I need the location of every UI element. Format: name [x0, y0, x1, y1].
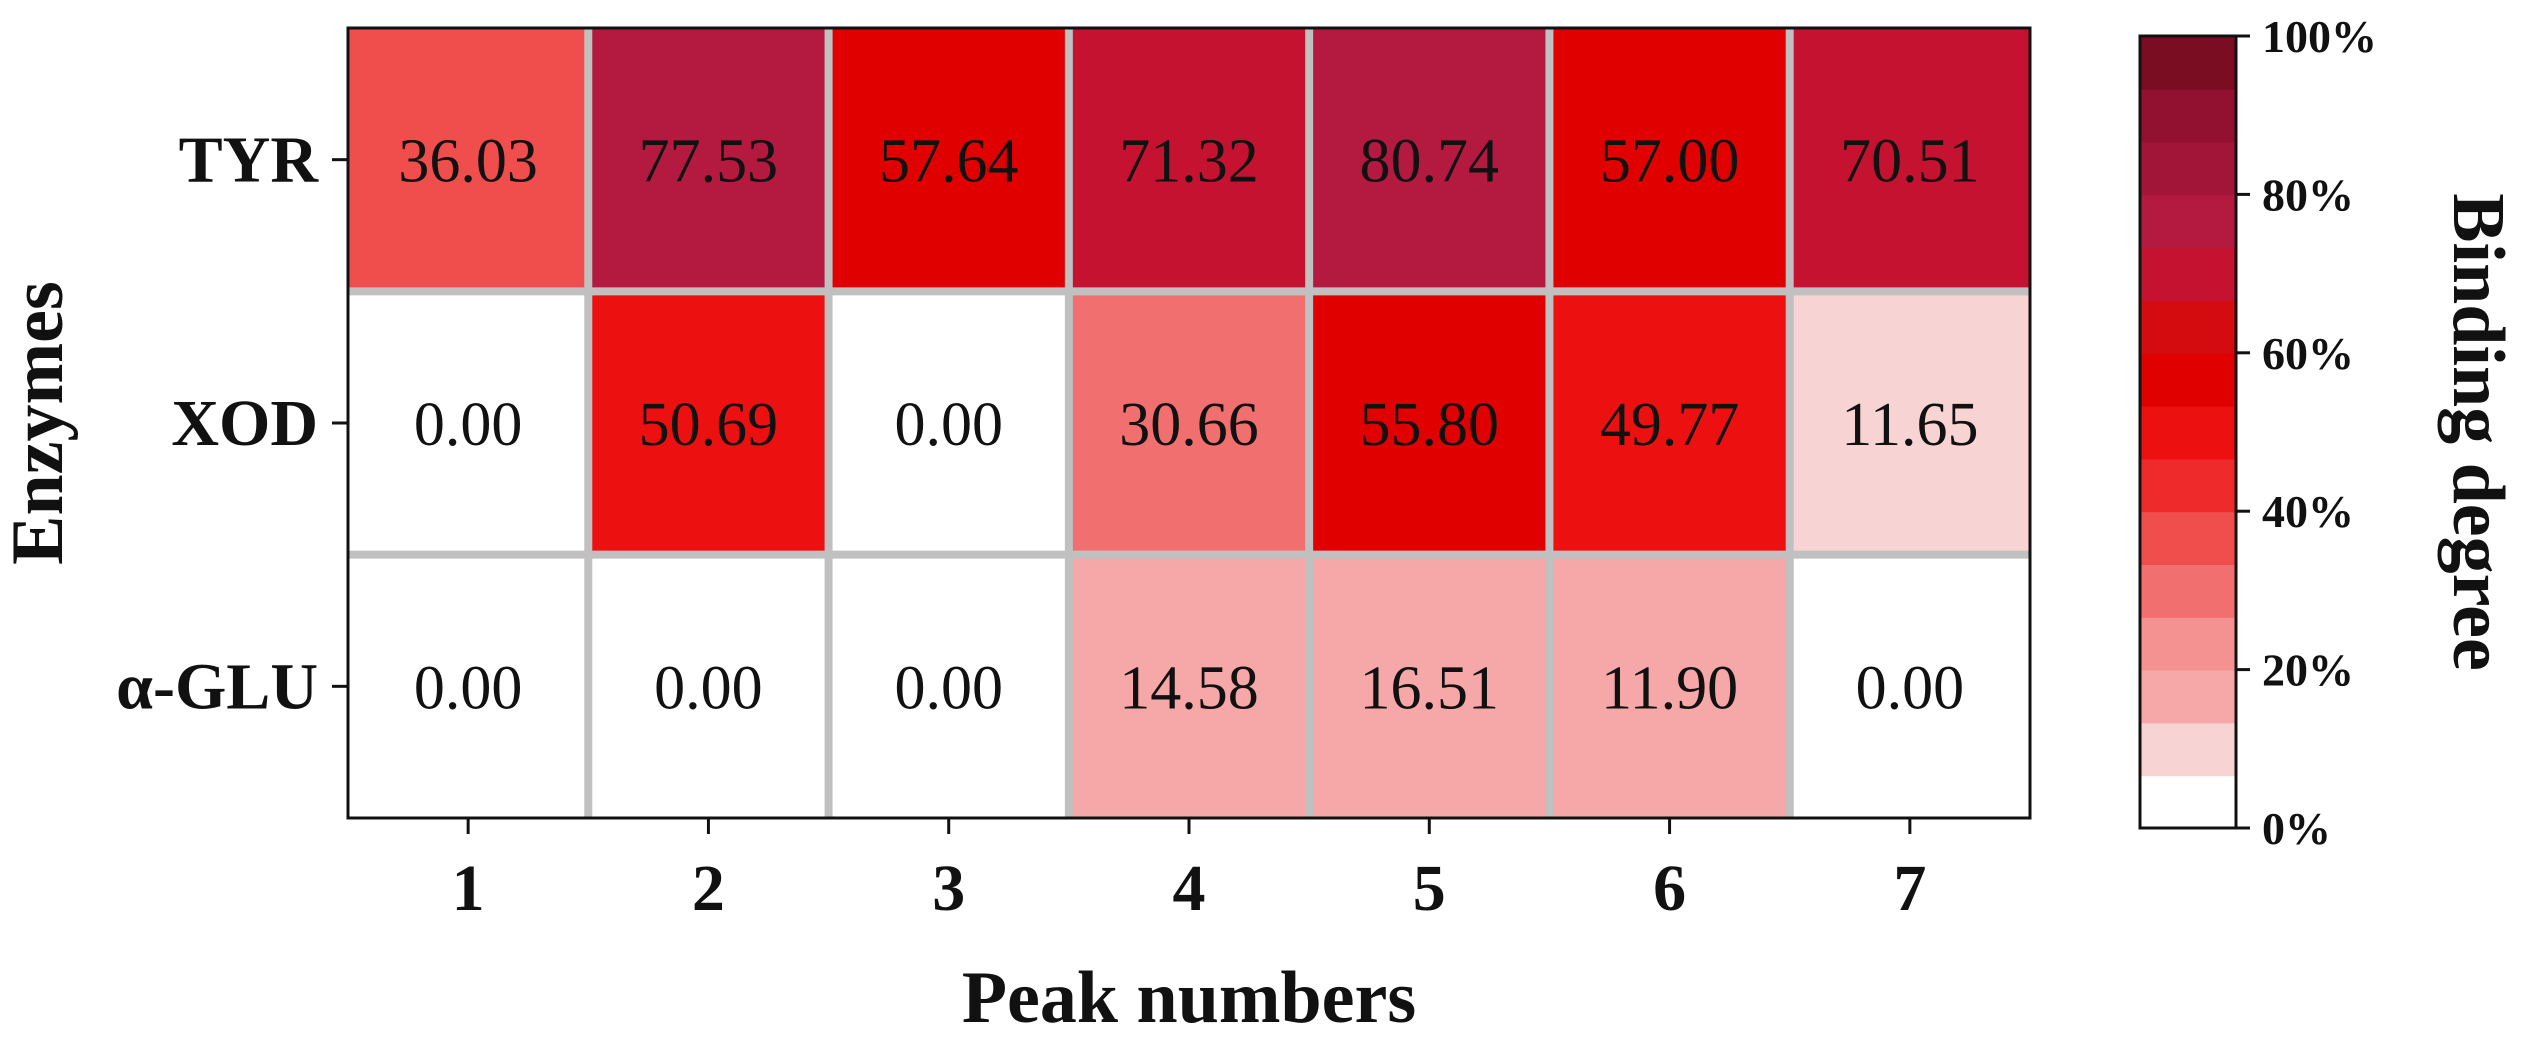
cell-value-label: 11.65: [1841, 391, 1978, 459]
heatmap-cell: [1068, 28, 1310, 292]
colorbar-segment: [2140, 458, 2236, 513]
colorbar-segment: [2140, 300, 2236, 354]
cell-value-label: 0.00: [1856, 654, 1965, 722]
y-axis-title: Enzymes: [0, 281, 79, 565]
cell-value-label: 57.00: [1600, 128, 1740, 196]
colorbar-tick-label: 60%: [2262, 328, 2354, 379]
x-tick-label: 7: [1893, 852, 1926, 925]
colorbar-tick-label: 40%: [2262, 486, 2354, 537]
y-tick-label: XOD: [171, 387, 318, 460]
cell-value-label: 57.64: [879, 128, 1019, 196]
x-tick-label: 3: [932, 852, 965, 925]
cell-value-label: 16.51: [1360, 654, 1500, 722]
heatmap-cell: [1068, 291, 1310, 555]
x-tick-label: 1: [452, 852, 485, 925]
colorbar-segment: [2140, 352, 2236, 407]
heatmap-cell: [1309, 291, 1550, 555]
colorbar-segment: [2140, 722, 2236, 777]
cell-value-label: 14.58: [1119, 654, 1259, 722]
cell-value-label: 11.90: [1601, 654, 1738, 722]
x-axis-ticks: 1 2 3 4 5 6 7: [452, 818, 1926, 925]
colorbar-segment: [2140, 247, 2236, 301]
heatmap-cell: [348, 554, 589, 818]
colorbar-tick-label: 0%: [2262, 803, 2331, 854]
colorbar-segment: [2140, 194, 2236, 249]
cell-value-label: 0.00: [894, 654, 1003, 722]
cell-value-label: 71.32: [1119, 128, 1259, 196]
colorbar-title: Binding degree: [2437, 193, 2519, 671]
colorbar-segment: [2140, 141, 2236, 196]
cell-value-label: 55.80: [1360, 391, 1500, 459]
x-axis-title: Peak numbers: [962, 957, 1416, 1039]
colorbar-segment: [2140, 88, 2236, 143]
heatmap-cell: [1549, 28, 1790, 292]
cell-value-label: 49.77: [1600, 391, 1740, 459]
heatmap-cell: [1789, 291, 2030, 555]
colorbar-segment: [2140, 616, 2236, 671]
cell-value-label: 77.53: [639, 128, 779, 196]
cell-value-label: 0.00: [894, 391, 1003, 459]
cell-value-label: 30.66: [1119, 391, 1259, 459]
y-axis-ticks: TYR XOD α-GLU: [116, 124, 348, 723]
heatmap-cell: [588, 554, 829, 818]
cell-value-label: 36.03: [398, 128, 538, 196]
x-tick-label: 4: [1173, 852, 1206, 925]
heatmap-cell: [1309, 28, 1550, 292]
heatmap-cell: [828, 28, 1069, 292]
cell-value-label: 0.00: [414, 654, 523, 722]
x-tick-label: 2: [692, 852, 725, 925]
cell-value-label: 50.69: [639, 391, 779, 459]
heatmap-cell: [1549, 291, 1790, 555]
colorbar-segment: [2140, 669, 2236, 724]
colorbar-tick-label: 20%: [2262, 645, 2354, 696]
heatmap-cell: [588, 291, 829, 555]
heatmap-cell: [828, 291, 1069, 555]
heatmap-cell: [1549, 554, 1790, 818]
cell-value-label: 80.74: [1360, 128, 1500, 196]
heatmap-cell: [588, 28, 829, 292]
colorbar-frame: [2138, 34, 2238, 830]
cell-value-label: 0.00: [654, 654, 763, 722]
y-tick-label: α-GLU: [116, 650, 318, 723]
x-tick-label: 5: [1413, 852, 1446, 925]
colorbar-segment: [2140, 36, 2236, 90]
x-tick-label: 6: [1653, 852, 1686, 925]
colorbar: 0% 20% 40% 60% 80% 100%: [2138, 11, 2377, 854]
heatmap-cell: [1309, 554, 1550, 818]
heatmap-cell: [348, 291, 589, 555]
colorbar-tick-label: 100%: [2262, 11, 2377, 62]
colorbar-segment: [2140, 405, 2236, 460]
colorbar-segment: [2140, 775, 2236, 829]
heatmap-grid: [348, 28, 2030, 818]
heatmap-cell: [828, 554, 1069, 818]
heatmap-cell: [1789, 28, 2030, 292]
y-tick-label: TYR: [179, 124, 320, 197]
heatmap-cell: [1068, 554, 1310, 818]
colorbar-segment: [2140, 564, 2236, 618]
heatmap-cell: [1789, 554, 2030, 818]
colorbar-tick-label: 80%: [2262, 169, 2354, 220]
heatmap-cell: [348, 28, 589, 292]
cell-value-label: 0.00: [414, 391, 523, 459]
cell-value-label: 70.51: [1840, 128, 1980, 196]
colorbar-segment: [2140, 511, 2236, 565]
heatmap-cells: 36.03 77.53 57.64 71.32 80.74 57.00 70.51 0.00 5…: [348, 28, 2030, 818]
